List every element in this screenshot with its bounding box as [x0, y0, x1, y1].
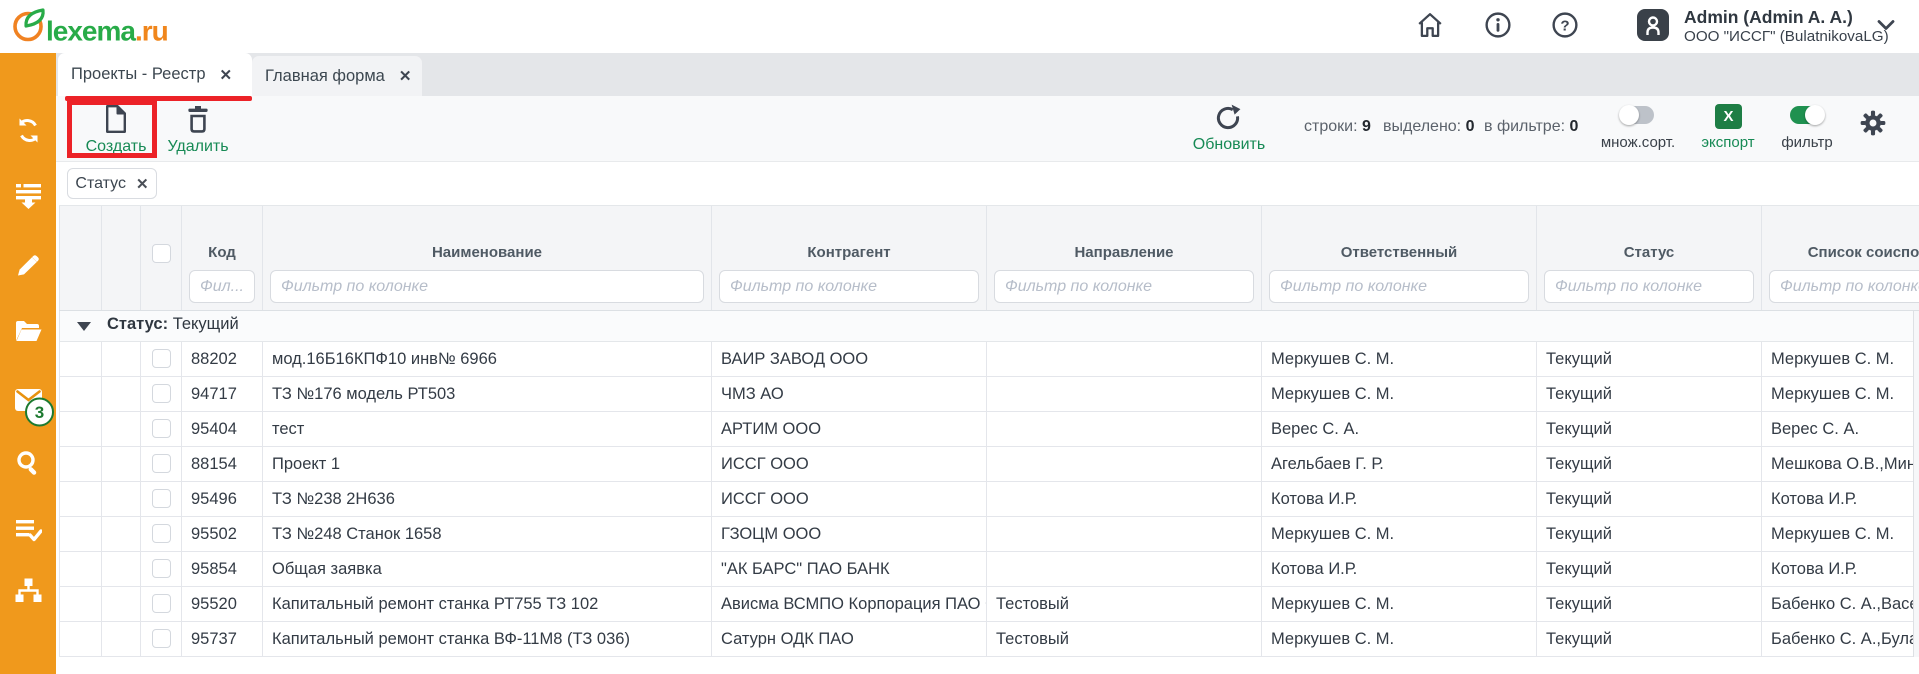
svg-text:3: 3	[35, 403, 44, 422]
svg-text:lexema.ru: lexema.ru	[46, 16, 168, 47]
svg-text:?: ?	[1560, 18, 1569, 35]
